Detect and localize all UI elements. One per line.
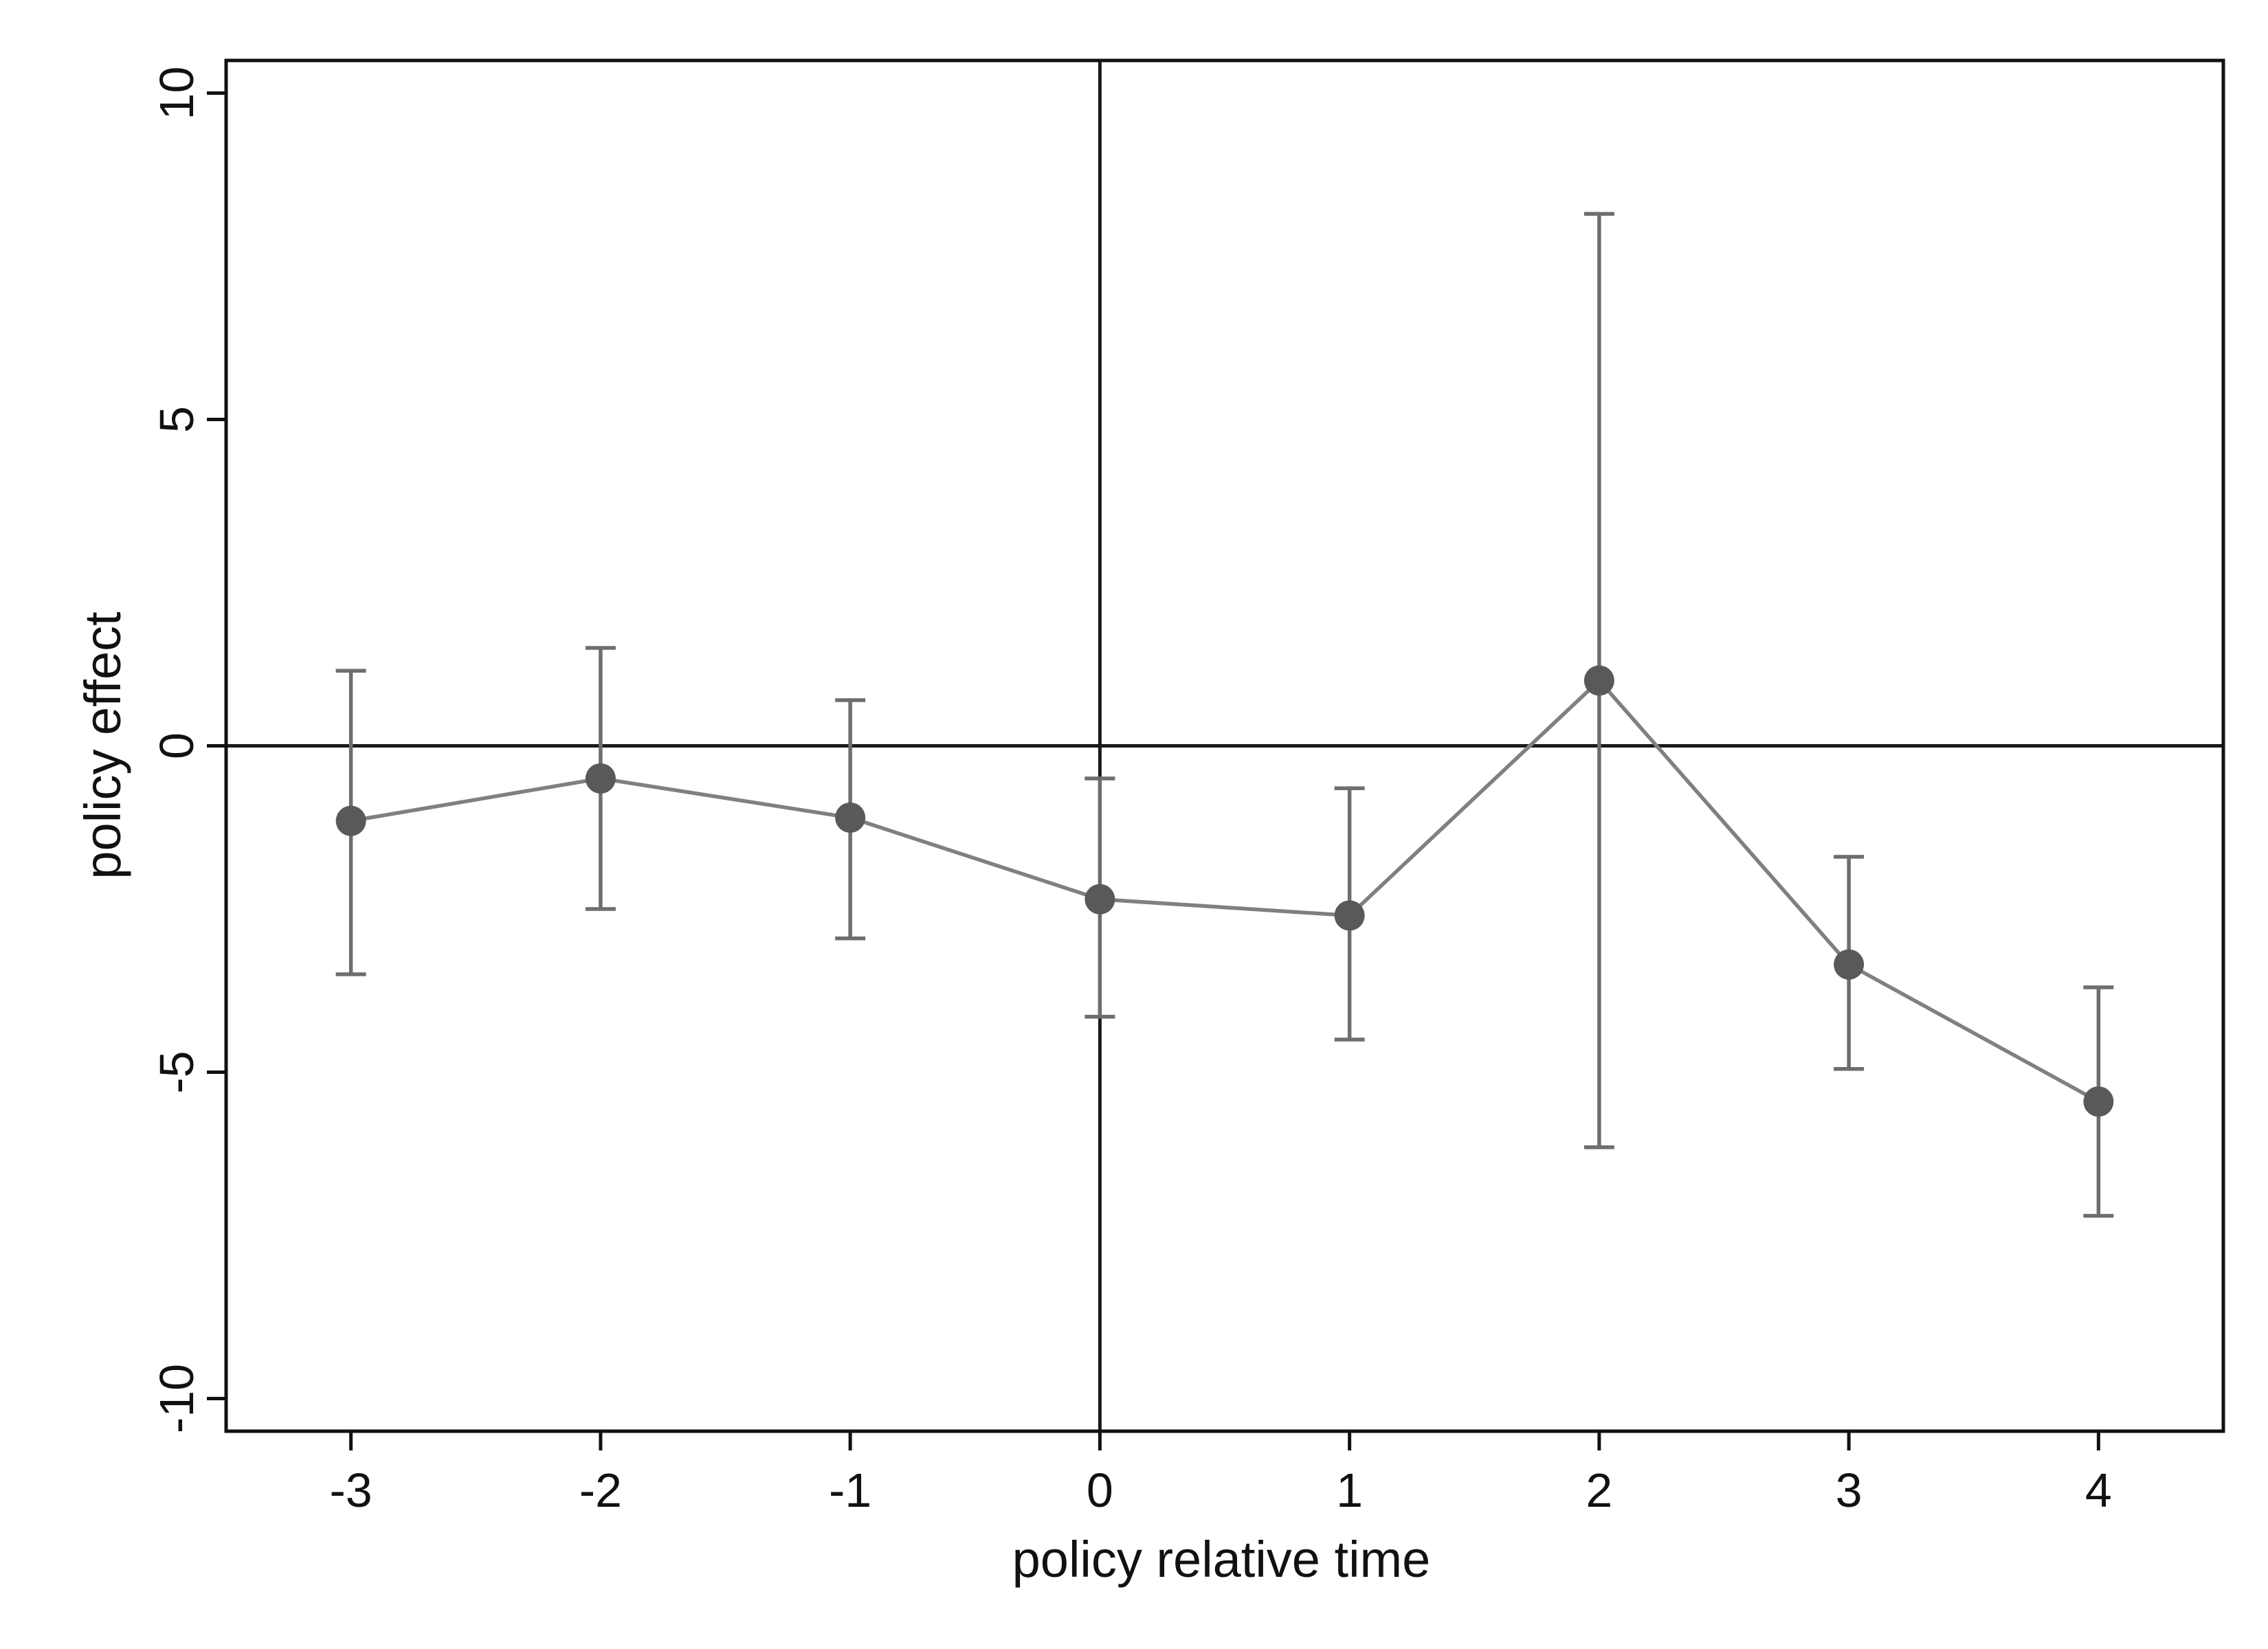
data-point — [335, 805, 366, 836]
x-tick-label: 1 — [1336, 1463, 1363, 1517]
data-point — [585, 763, 616, 794]
y-tick-label: -5 — [150, 1051, 203, 1093]
y-tick-label: 10 — [150, 67, 203, 120]
x-tick-label: 2 — [1586, 1463, 1612, 1517]
x-axis-title: policy relative time — [1012, 1531, 1431, 1588]
data-point — [835, 803, 866, 833]
data-point — [1085, 884, 1115, 915]
y-axis-title: policy effect — [74, 612, 131, 879]
data-point — [2083, 1086, 2114, 1117]
reference-lines — [226, 60, 2223, 1431]
y-tick-label: 5 — [150, 406, 203, 433]
y-tick-label: 0 — [150, 732, 203, 759]
series-line-group — [351, 678, 2100, 1103]
y-axis-ticks: -10 -5 0 5 10 — [150, 67, 226, 1433]
x-tick-label: 4 — [2085, 1463, 2112, 1517]
data-point — [1834, 949, 1865, 980]
series-line — [351, 678, 2100, 1103]
x-axis-ticks: -3 -2 -1 0 1 2 3 4 — [330, 1431, 2112, 1517]
x-tick-label: -3 — [330, 1463, 373, 1517]
x-tick-label: -2 — [579, 1463, 622, 1517]
data-point — [1334, 900, 1365, 931]
data-points — [335, 665, 2114, 1117]
data-point — [1583, 665, 1614, 696]
x-tick-label: -1 — [829, 1463, 871, 1517]
x-tick-label: 0 — [1087, 1463, 1113, 1517]
y-tick-label: -10 — [150, 1364, 203, 1433]
x-tick-label: 3 — [1836, 1463, 1863, 1517]
